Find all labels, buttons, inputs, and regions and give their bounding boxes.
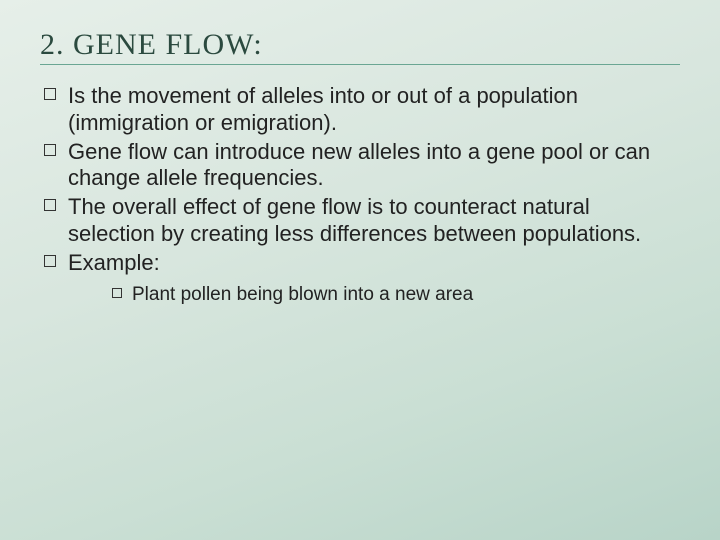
sub-bullet-list: Plant pollen being blown into a new area <box>40 283 680 307</box>
sub-bullet-text: Plant pollen being blown into a new area <box>132 284 473 305</box>
bullet-text: Is the movement of alleles into or out o… <box>68 83 578 135</box>
title-underline <box>40 64 680 65</box>
bullet-text: Gene flow can introduce new alleles into… <box>68 139 650 191</box>
slide-title: 2. GENE FLOW: <box>40 28 680 62</box>
sub-bullet-item: Plant pollen being blown into a new area <box>112 283 680 307</box>
bullet-list: Is the movement of alleles into or out o… <box>40 83 680 277</box>
bullet-item: Example: <box>44 250 676 277</box>
bullet-item: Gene flow can introduce new alleles into… <box>44 139 676 193</box>
bullet-text: Example: <box>68 250 160 275</box>
slide: 2. GENE FLOW: Is the movement of alleles… <box>0 0 720 540</box>
bullet-text: The overall effect of gene flow is to co… <box>68 194 641 246</box>
bullet-item: The overall effect of gene flow is to co… <box>44 194 676 248</box>
title-area: 2. GENE FLOW: <box>40 28 680 69</box>
bullet-item: Is the movement of alleles into or out o… <box>44 83 676 137</box>
